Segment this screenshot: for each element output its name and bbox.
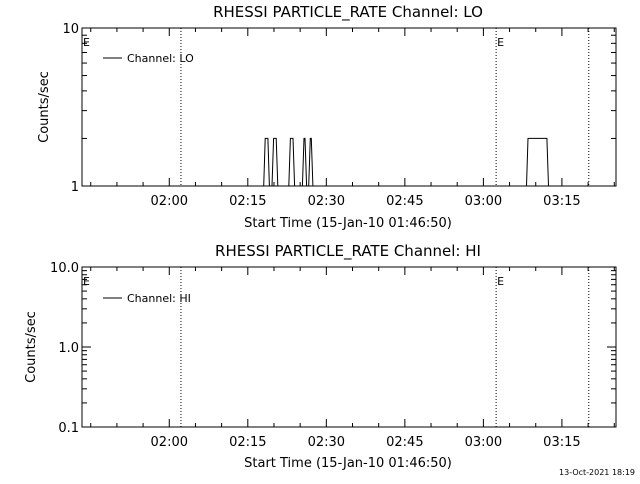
y-tick-label: 10: [62, 22, 79, 37]
x-tick-label: 02:45: [386, 194, 423, 209]
x-tick-label: 02:15: [229, 435, 266, 450]
axis-ticks: 02:00 02:15 02:30 02:45 03:00 03:15 0.1 1.0 10.0: [50, 261, 616, 450]
legend: Channel: HI: [103, 292, 191, 305]
x-tick-label: 03:00: [465, 435, 502, 450]
x-tick-label: 02:15: [229, 194, 266, 209]
legend: Channel: LO: [103, 52, 194, 65]
chart-title: RHESSI PARTICLE_RATE Channel: LO: [213, 3, 483, 22]
footer-timestamp: 13-Oct-2021 18:19: [559, 468, 635, 477]
x-tick-label: 02:00: [151, 435, 188, 450]
x-tick-label: 02:45: [386, 435, 423, 450]
chart-panel-lo: RHESSI PARTICLE_RATE Channel: LO Counts/…: [37, 3, 617, 231]
x-tick-label: 03:00: [465, 194, 502, 209]
x-tick-label: 02:00: [151, 194, 188, 209]
plot-frame: [81, 266, 617, 428]
chart-panel-hi: RHESSI PARTICLE_RATE Channel: HI Counts/…: [24, 242, 617, 471]
axis-ticks: 02:00 02:15 02:30 02:45 03:00 03:15 1 10: [62, 22, 616, 209]
event-marker-label: E: [83, 36, 90, 49]
event-marker-label: E: [497, 275, 504, 288]
y-axis-label: Counts/sec: [24, 311, 39, 383]
x-tick-label: 02:30: [308, 194, 345, 209]
x-tick-label: 02:30: [308, 435, 345, 450]
y-tick-label: 0.1: [58, 421, 79, 436]
x-axis-label: Start Time (15-Jan-10 01:46:50): [244, 456, 452, 471]
y-tick-label: 1: [71, 180, 79, 195]
x-axis-label: Start Time (15-Jan-10 01:46:50): [244, 216, 452, 231]
series-group: [82, 137, 616, 187]
chart-title: RHESSI PARTICLE_RATE Channel: HI: [215, 242, 481, 261]
series-line: [82, 137, 616, 187]
y-tick-label: 10.0: [50, 261, 79, 276]
x-tick-label: 03:15: [543, 194, 580, 209]
x-tick-label: 03:15: [543, 435, 580, 450]
event-marker-label: E: [83, 275, 90, 288]
legend-label: Channel: HI: [127, 292, 191, 305]
y-axis-label: Counts/sec: [37, 71, 52, 143]
y-tick-label: 1.0: [58, 341, 79, 356]
event-marker-label: E: [497, 36, 504, 49]
legend-label: Channel: LO: [127, 52, 194, 65]
